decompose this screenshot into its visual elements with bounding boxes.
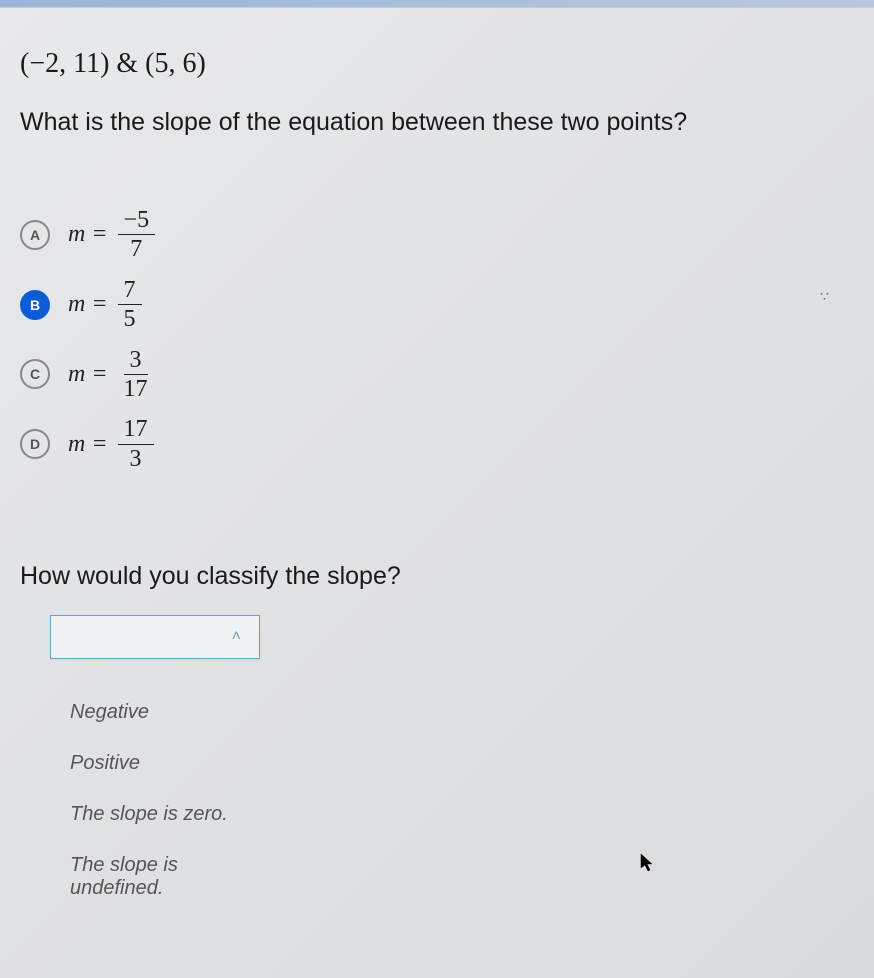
question-text: What is the slope of the equation betwee…: [20, 108, 854, 137]
option-c-denominator: 17: [118, 375, 154, 402]
chevron-up-icon: ˄: [232, 628, 241, 646]
dropdown-item-zero[interactable]: The slope is zero.: [70, 789, 854, 840]
option-a[interactable]: A m = −5 7: [20, 207, 854, 263]
option-b[interactable]: B m = 7 5: [20, 277, 854, 333]
option-b-numerator: 7: [118, 277, 142, 305]
option-b-math: m = 7 5: [68, 277, 142, 333]
option-a-numerator: −5: [118, 207, 156, 235]
option-d-numerator: 17: [118, 416, 154, 444]
option-c-numerator: 3: [124, 347, 148, 375]
option-d[interactable]: D m = 17 3: [20, 416, 854, 472]
dropdown-options-list: Negative Positive The slope is zero. The…: [70, 687, 854, 914]
top-bar: [0, 0, 874, 8]
decorative-dots: ∵: [820, 288, 831, 305]
option-a-math: m = −5 7: [68, 207, 155, 263]
content-area: (−2, 11) & (5, 6) What is the slope of t…: [0, 8, 874, 934]
points-text: (−2, 11) & (5, 6): [20, 48, 854, 80]
option-c-letter: C: [20, 359, 50, 389]
option-a-letter: A: [20, 220, 50, 250]
option-d-letter: D: [20, 429, 50, 459]
option-d-prefix: m =: [68, 431, 108, 458]
options-group: A m = −5 7 B m = 7 5 C m =: [20, 207, 854, 472]
option-a-prefix: m =: [68, 221, 108, 248]
option-b-prefix: m =: [68, 291, 108, 318]
option-c-prefix: m =: [68, 361, 108, 388]
option-b-denominator: 5: [118, 305, 142, 332]
dropdown-item-undefined[interactable]: The slope is undefined.: [70, 840, 210, 914]
option-a-denominator: 7: [124, 235, 148, 262]
sub-question-text: How would you classify the slope?: [20, 562, 854, 591]
option-d-math: m = 17 3: [68, 416, 154, 472]
option-d-denominator: 3: [124, 445, 148, 472]
dropdown-item-negative[interactable]: Negative: [70, 687, 854, 738]
option-c[interactable]: C m = 3 17: [20, 347, 854, 403]
option-b-letter: B: [20, 290, 50, 320]
dropdown-item-positive[interactable]: Positive: [70, 738, 854, 789]
option-c-math: m = 3 17: [68, 347, 154, 403]
classify-dropdown[interactable]: ˄: [50, 615, 260, 659]
